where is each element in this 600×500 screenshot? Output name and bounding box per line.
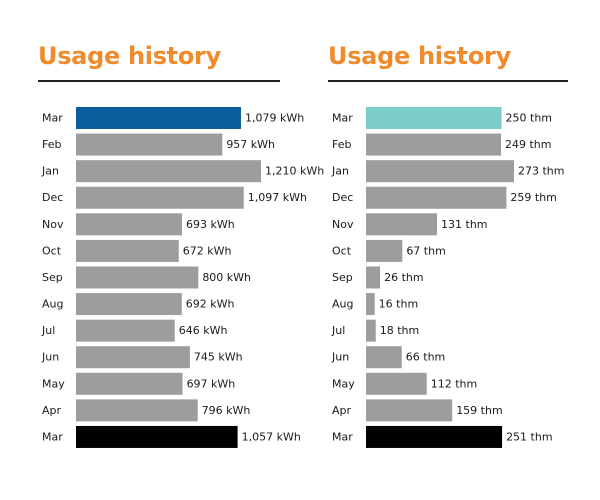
gas-usage-bar [366, 346, 402, 369]
gas-month-label: Mar [332, 112, 353, 125]
electric-value-label: 672 kWh [183, 244, 232, 257]
electric-month-label: Jul [41, 324, 55, 337]
gas-usage-bar [366, 319, 376, 342]
electric-usage-bar [76, 346, 190, 369]
gas-value-label: 16 thm [379, 298, 419, 311]
electric-usage-bar [76, 399, 198, 422]
gas-usage-bar [366, 160, 514, 183]
electric-month-label: Mar [42, 112, 63, 125]
electric-value-label: 692 kWh [186, 298, 235, 311]
gas-usage-bar [366, 293, 375, 316]
electric-month-label: Jan [41, 165, 59, 178]
gas-month-label: Jan [331, 165, 349, 178]
gas-month-label: Nov [332, 218, 354, 231]
electric-usage-bar [76, 213, 182, 236]
gas-usage-panel: Usage history Mar 250 thm Feb 249 thm Jan 273… [328, 40, 568, 448]
electric-value-label: 1,097 kWh [248, 191, 307, 204]
electric-usage-bar [76, 266, 199, 289]
gas-usage-bar [366, 372, 427, 395]
gas-value-label: 259 thm [510, 191, 557, 204]
gas-usage-bar [366, 213, 438, 236]
electric-month-label: Apr [42, 404, 62, 417]
electric-value-label: 697 kWh [187, 377, 236, 390]
gas-value-label: 66 thm [406, 351, 446, 364]
electric-value-label: 1,210 kWh [265, 165, 324, 178]
electric-month-label: Aug [42, 298, 63, 311]
electric-month-label: Dec [42, 191, 63, 204]
gas-usage-bar [366, 399, 453, 422]
gas-value-label: 251 thm [506, 430, 553, 443]
electric-usage-bar [76, 425, 238, 448]
electric-usage-panel: Usage history Mar 1,079 kWh Feb 957 kWh Jan 1… [38, 40, 324, 448]
electric-usage-bar [76, 186, 244, 209]
electric-chart-title: Usage history [38, 42, 221, 70]
gas-month-label: Feb [332, 138, 351, 151]
gas-value-label: 67 thm [406, 244, 446, 257]
gas-usage-bar [366, 425, 503, 448]
gas-usage-bar [366, 107, 502, 129]
gas-month-label: Dec [332, 191, 353, 204]
electric-value-label: 1,057 kWh [242, 430, 301, 443]
gas-value-label: 112 thm [431, 377, 478, 390]
electric-month-label: Sep [42, 271, 63, 284]
gas-value-label: 159 thm [456, 404, 503, 417]
gas-value-label: 131 thm [441, 218, 488, 231]
electric-usage-bar [76, 239, 179, 262]
gas-month-label: Mar [332, 430, 353, 443]
gas-usage-bar [366, 133, 501, 156]
electric-month-label: Feb [42, 138, 61, 151]
electric-month-label: Jun [41, 351, 59, 364]
gas-month-label: Aug [332, 298, 353, 311]
electric-value-label: 800 kWh [202, 271, 251, 284]
electric-value-label: 796 kWh [202, 404, 251, 417]
electric-usage-bar [76, 160, 261, 183]
electric-month-label: Mar [42, 430, 63, 443]
gas-usage-chart: Mar 250 thm Feb 249 thm Jan 273 thm Dec 259 thm… [331, 107, 565, 448]
electric-value-label: 745 kWh [194, 351, 243, 364]
electric-month-label: May [42, 377, 65, 390]
gas-month-label: May [332, 377, 355, 390]
electric-usage-bar [76, 372, 183, 395]
gas-month-label: Jul [331, 324, 345, 337]
gas-chart-title: Usage history [328, 42, 511, 70]
gas-month-label: Apr [332, 404, 352, 417]
electric-usage-bar [76, 133, 223, 156]
electric-value-label: 957 kWh [226, 138, 275, 151]
gas-value-label: 26 thm [384, 271, 424, 284]
gas-title-rule [328, 80, 568, 82]
electric-title-rule [38, 80, 280, 82]
electric-usage-chart: Mar 1,079 kWh Feb 957 kWh Jan 1,210 kWh Dec 1,0… [41, 107, 324, 448]
gas-value-label: 250 thm [506, 112, 553, 125]
gas-usage-bar [366, 239, 403, 262]
gas-usage-bar [366, 186, 507, 209]
electric-usage-bar [76, 293, 182, 316]
electric-usage-bar [76, 107, 241, 129]
electric-month-label: Nov [42, 218, 64, 231]
electric-month-label: Oct [42, 244, 62, 257]
electric-value-label: 646 kWh [179, 324, 228, 337]
gas-month-label: Oct [332, 244, 352, 257]
electric-value-label: 693 kWh [186, 218, 235, 231]
gas-month-label: Jun [331, 351, 349, 364]
gas-month-label: Sep [332, 271, 353, 284]
gas-usage-bar [366, 266, 381, 289]
electric-usage-bar [76, 319, 175, 342]
electric-value-label: 1,079 kWh [245, 112, 304, 125]
gas-value-label: 249 thm [505, 138, 552, 151]
gas-value-label: 273 thm [518, 165, 565, 178]
gas-value-label: 18 thm [380, 324, 420, 337]
